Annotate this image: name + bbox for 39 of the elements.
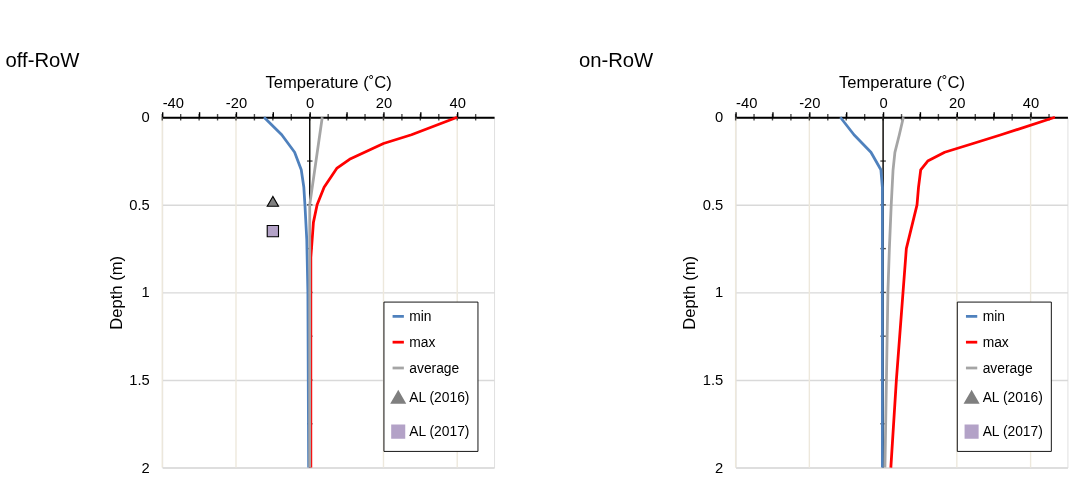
y-tick-label: 2 <box>141 459 150 476</box>
y-tick-label: 1 <box>714 284 724 301</box>
x-axis-title: Temperature (˚C) <box>265 73 392 93</box>
line-series <box>838 115 884 469</box>
y-tick-label: 0 <box>714 109 724 126</box>
y-tick-label: 2 <box>714 459 724 476</box>
x-tick-label: -40 <box>162 94 184 111</box>
x-tick-label: 0 <box>879 94 888 111</box>
legend-label: average <box>982 359 1033 376</box>
x-tick-label: -20 <box>225 94 248 111</box>
legend-label: average <box>409 359 460 376</box>
y-tick-label: 0.5 <box>129 196 150 213</box>
x-axis-title: Temperature (˚C) <box>838 73 966 93</box>
x-tick-label: 40 <box>449 94 466 111</box>
y-tick-label: 0.5 <box>702 196 724 213</box>
legend-label: AL (2017) <box>409 423 470 440</box>
x-tick-label: 20 <box>949 94 966 111</box>
y-tick-label: 1.5 <box>129 372 150 389</box>
line-series <box>889 115 1057 469</box>
y-tick-label: 1 <box>141 284 150 301</box>
legend-label: min <box>982 307 1005 324</box>
x-tick-label: 0 <box>306 94 315 111</box>
chart-title: off-RoW <box>5 48 81 71</box>
y-tick-label: 0 <box>141 109 150 126</box>
y-axis-title: Depth (m) <box>680 256 700 330</box>
legend-label: AL (2016) <box>409 389 470 406</box>
legend-label: AL (2016) <box>982 389 1043 406</box>
legend-label: min <box>409 307 432 324</box>
y-tick-label: 1.5 <box>702 372 724 389</box>
legend-label: AL (2017) <box>982 423 1043 440</box>
x-tick-label: 40 <box>1022 94 1040 111</box>
x-tick-label: -40 <box>736 94 758 111</box>
legend-label: max <box>409 333 436 350</box>
line-series <box>308 115 324 469</box>
legend-label: max <box>982 333 1009 350</box>
x-tick-label: 20 <box>375 94 393 111</box>
y-axis-title: Depth (m) <box>106 256 126 330</box>
x-tick-label: -20 <box>799 94 821 111</box>
chart-title: on-RoW <box>578 48 655 71</box>
